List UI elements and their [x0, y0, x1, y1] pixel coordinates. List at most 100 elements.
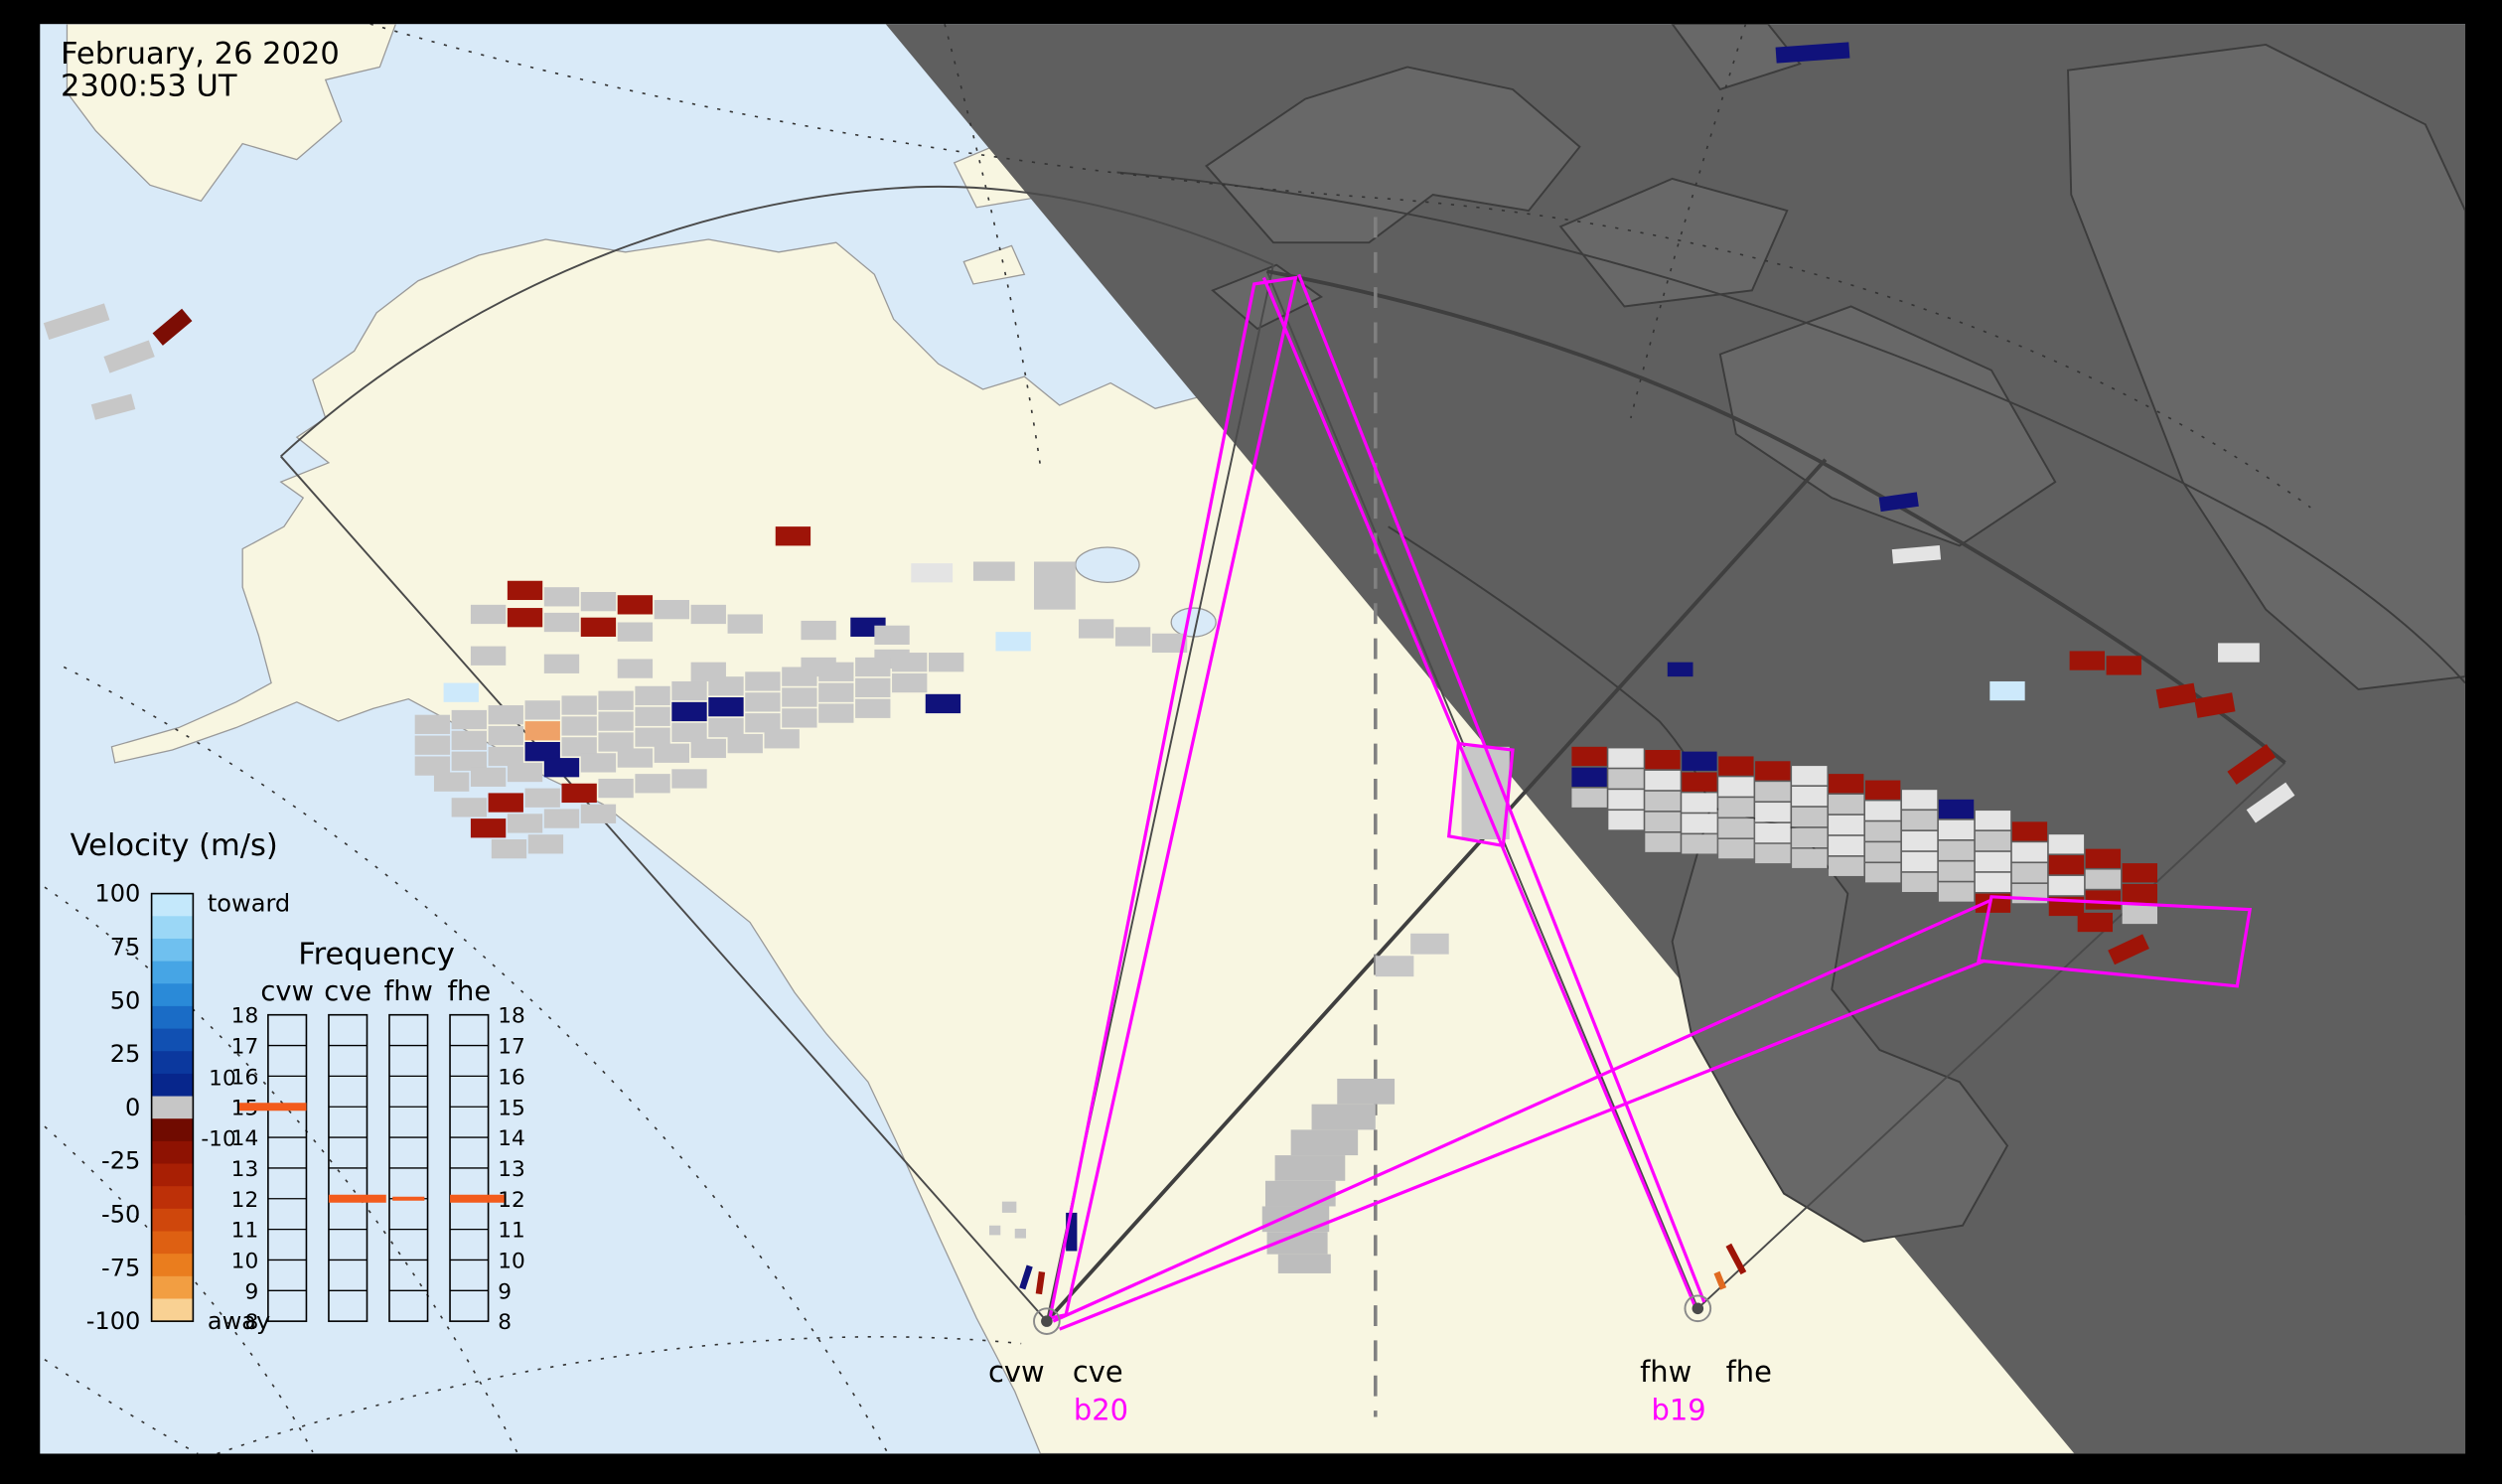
beam-label-b20: b20	[1074, 1394, 1128, 1427]
velocity-cell	[855, 657, 891, 677]
freq-scale-label-left: 11	[231, 1219, 259, 1244]
fh-fov-east-edge	[1696, 762, 2286, 1309]
velocity-cell	[451, 730, 487, 751]
velocity-cell	[818, 662, 854, 681]
velocity-cell	[1901, 830, 1938, 851]
velocity-cell	[1989, 680, 2025, 701]
freq-scale-label-left: 14	[231, 1126, 259, 1151]
velocity-cell	[690, 738, 726, 759]
velocity-cell	[543, 809, 580, 828]
velocity-cell	[727, 614, 763, 634]
velocity-cell	[1865, 842, 1901, 862]
freq-secondary-label-neg: -10	[201, 1126, 235, 1151]
night-greenland	[2067, 43, 2466, 690]
velocity-cell	[1975, 830, 2011, 851]
velocity-cell	[635, 685, 670, 706]
velocity-cell	[635, 774, 670, 794]
colorbar-tick-label: 50	[110, 986, 141, 1014]
velocity-cell	[1865, 801, 1901, 820]
velocity-cell	[598, 711, 634, 731]
colorbar-segment	[151, 916, 194, 940]
velocity-cell	[2194, 692, 2236, 718]
velocity-cell	[543, 612, 580, 633]
colorbar-segment	[151, 1140, 194, 1165]
velocity-cell	[1891, 544, 1942, 564]
velocity-cell	[1114, 627, 1151, 647]
velocity-cell	[1725, 1243, 1747, 1275]
velocity-cell	[1901, 851, 1938, 872]
velocity-cell	[2085, 890, 2122, 910]
velocity-cell	[580, 591, 617, 612]
freq-scale-label-right: 14	[498, 1126, 525, 1151]
velocity-cell	[782, 708, 817, 728]
velocity-cell	[671, 680, 707, 701]
terminator-shadow	[885, 24, 2466, 1454]
colorbar-segment	[151, 1275, 194, 1300]
velocity-cell	[782, 667, 817, 686]
colorbar-segment	[151, 1163, 194, 1187]
away-label: away	[208, 1307, 270, 1335]
freq-scale-label-right: 13	[498, 1157, 525, 1182]
velocity-cell	[2048, 834, 2085, 854]
velocity-cell	[1718, 777, 1754, 797]
velocity-cell	[764, 729, 800, 749]
freq-column-header-fhe: fhe	[447, 976, 491, 1007]
velocity-cell	[561, 716, 597, 736]
velocity-cell	[2011, 821, 2048, 841]
velocity-cell	[617, 659, 654, 678]
velocity-cell	[1829, 835, 1864, 856]
night-mainland-coast	[1388, 525, 1712, 809]
beam-b20-range-gate	[1977, 895, 2253, 988]
velocity-cell	[855, 677, 891, 698]
velocity-cell	[874, 625, 910, 646]
velocity-cell	[818, 682, 854, 702]
velocity-cell	[1264, 1180, 1336, 1207]
velocity-cell	[925, 693, 961, 714]
freq-column-header-fhw: fhw	[384, 976, 433, 1007]
velocity-cell	[152, 308, 193, 346]
colorbar-tick-label: 0	[125, 1094, 140, 1121]
fh-site-ring	[1684, 1294, 1712, 1323]
beam-b20-east-line	[1059, 959, 1987, 1331]
velocity-cell	[43, 303, 110, 341]
velocity-cell	[433, 772, 470, 792]
beam-b19-line	[1261, 276, 1696, 1306]
velocity-cell	[543, 654, 580, 673]
velocity-cell	[2048, 855, 2085, 875]
velocity-cell	[491, 838, 527, 859]
velocity-cell	[2085, 869, 2122, 889]
velocity-cell	[1645, 812, 1681, 831]
velocity-cell	[818, 703, 854, 723]
velocity-cell	[1066, 1212, 1078, 1252]
velocity-cell	[989, 1225, 1001, 1236]
cv-site-dot	[1041, 1315, 1053, 1327]
velocity-cell	[488, 725, 523, 746]
velocity-cell	[635, 727, 670, 747]
velocity-cell	[708, 717, 744, 738]
velocity-cell	[524, 721, 560, 741]
velocity-cell	[1571, 746, 1607, 767]
velocity-cell	[1151, 633, 1188, 654]
velocity-cell	[1718, 756, 1754, 776]
frequency-panel: Frequency cvw cve fhw fhe 10 -10 18 18 17 1…	[201, 937, 524, 1335]
velocity-cell	[1014, 1228, 1026, 1239]
velocity-cell	[1792, 786, 1828, 807]
colorbar-segment	[151, 961, 194, 985]
velocity-cell	[1682, 834, 1717, 854]
colorbar-tick-label: -50	[101, 1201, 140, 1229]
velocity-cell	[928, 653, 964, 672]
velocity-cell	[507, 814, 543, 833]
freq-scale-label-right: 16	[498, 1065, 525, 1090]
velocity-cell	[524, 700, 560, 720]
freq-scale-label-left: 16	[231, 1065, 259, 1090]
colorbar-segment	[151, 1051, 194, 1075]
velocity-cell	[1001, 1201, 1017, 1213]
colorbar-tick-label: -100	[86, 1307, 141, 1335]
velocity-cell	[1718, 838, 1754, 859]
velocity-cell	[1792, 766, 1828, 786]
beam-label-b19: b19	[1651, 1394, 1705, 1427]
velocity-cell	[1682, 814, 1717, 833]
colorbar-segment	[151, 1118, 194, 1142]
